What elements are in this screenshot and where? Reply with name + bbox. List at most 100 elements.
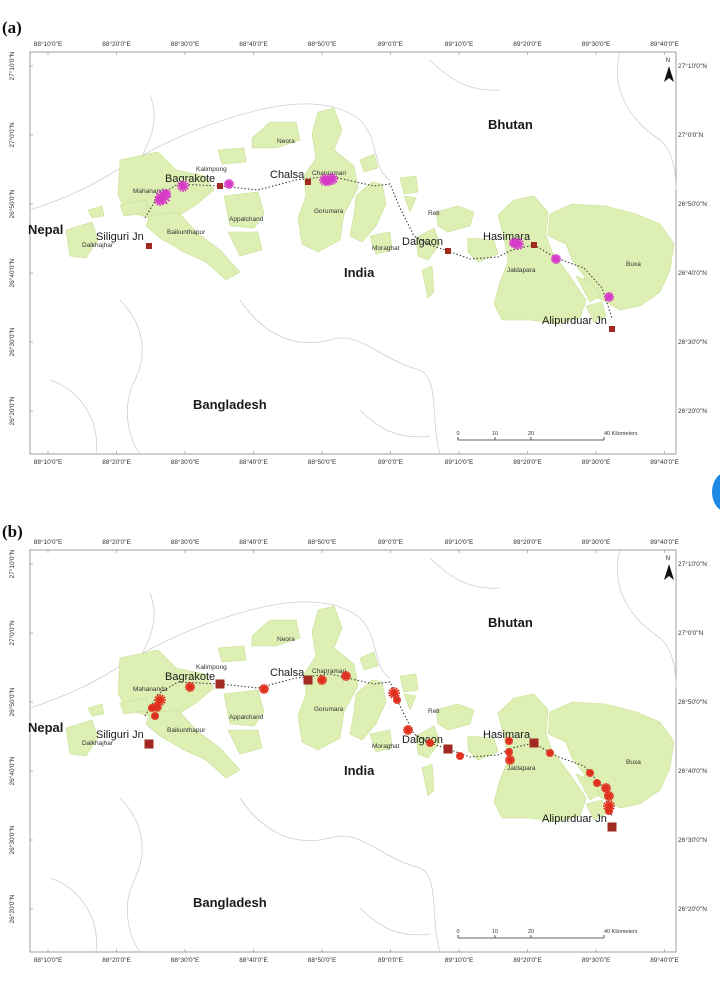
- longitude-tick-top: 89°10'0"E: [445, 40, 474, 48]
- forest-label-appalchand: Appalchand: [229, 216, 264, 223]
- hotspot-marker: [388, 687, 400, 699]
- longitude-tick-top: 89°20'0"E: [513, 538, 542, 546]
- forest-patch: [421, 265, 435, 299]
- hotspot-marker: [605, 807, 613, 815]
- hotspot-marker: [224, 179, 234, 189]
- hotspot-markers: [154, 173, 614, 302]
- boundary-line: [119, 797, 143, 953]
- hotspot-marker: [259, 684, 269, 694]
- latitude-tick-left: 26°20'0"N: [8, 894, 16, 923]
- latitude-tick-left: 26°50'0"N: [8, 189, 16, 218]
- forest-label-moraghat: Moraghat: [372, 245, 400, 252]
- longitude-tick-bottom: 88°20'0"E: [102, 956, 131, 964]
- forest-patch: [435, 205, 475, 233]
- longitude-tick-top: 88°40'0"E: [239, 40, 268, 48]
- longitude-tick-top: 88°10'0"E: [34, 40, 63, 48]
- forest-patch: [87, 205, 105, 219]
- longitude-tick-bottom: 89°40'0"E: [650, 458, 679, 466]
- boundary-line: [429, 59, 501, 91]
- longitude-tick-bottom: 89°0'0"E: [378, 458, 404, 466]
- latitude-tick-right: 26°20'0"N: [678, 905, 707, 913]
- forest-label-appalchand: Appalchand: [229, 714, 264, 721]
- forest-label-gorumara: Gorumara: [314, 208, 344, 215]
- hotspot-marker: [151, 712, 159, 720]
- station-square-chalsa: [303, 675, 313, 685]
- latitude-tick-right: 27°10'0"N: [678, 62, 707, 70]
- longitude-tick-bottom: 88°10'0"E: [34, 956, 63, 964]
- hotspot-marker: [148, 704, 156, 712]
- forest-label-mahananda: Mahananda: [133, 188, 168, 195]
- forest-patch: [349, 181, 387, 243]
- forest-patch: [359, 651, 379, 671]
- country-label-bangladesh: Bangladesh: [193, 397, 267, 412]
- boundary-line: [429, 557, 501, 589]
- forest-label-baikunthapur: Baikunthapur: [167, 229, 206, 236]
- scale-label: 20: [528, 431, 534, 437]
- forest-patch: [399, 175, 419, 195]
- scale-bar: 0 10 20 40 Kilometers: [456, 431, 638, 441]
- forest-label-baikunthapur: Baikunthapur: [167, 727, 206, 734]
- hotspot-marker: [546, 749, 554, 757]
- hotspot-marker: [505, 737, 513, 745]
- longitude-tick-bottom: 89°10'0"E: [445, 956, 474, 964]
- longitude-tick-bottom: 88°30'0"E: [171, 956, 200, 964]
- boundary-line: [139, 94, 155, 161]
- longitude-tick-bottom: 89°10'0"E: [445, 458, 474, 466]
- forest-patch: [493, 693, 587, 823]
- forest-patches: [65, 605, 675, 823]
- forest-patch: [547, 203, 675, 311]
- panel-label: (a): [2, 18, 22, 37]
- hotspot-marker: [505, 748, 513, 756]
- forest-patch: [399, 673, 419, 693]
- forest-patch: [493, 195, 587, 325]
- forest-patch: [145, 211, 241, 281]
- country-label-bangladesh: Bangladesh: [193, 895, 267, 910]
- hotspot-marker: [604, 791, 614, 801]
- latitude-tick-right: 26°20'0"N: [678, 407, 707, 415]
- forest-label-chapramari: Chapramari: [312, 668, 346, 675]
- longitude-tick-bottom: 89°20'0"E: [513, 956, 542, 964]
- longitude-tick-top: 88°40'0"E: [239, 538, 268, 546]
- latitude-tick-right: 26°30'0"N: [678, 338, 707, 346]
- scale-bar: 0 10 20 40 Kilometers: [456, 929, 638, 939]
- boundary-line: [49, 379, 97, 455]
- latitude-tick-right: 27°0'0"N: [678, 131, 704, 139]
- admin-boundaries: [29, 51, 677, 455]
- longitude-tick-bottom: 88°40'0"E: [239, 458, 268, 466]
- map-svg: 88°10'0"E 88°10'0"E 88°20'0"E 88°20'0"E 88°3…: [8, 538, 707, 964]
- forest-patch: [585, 799, 607, 821]
- north-label: N: [666, 555, 671, 562]
- forest-patch: [223, 191, 265, 229]
- boundary-line: [139, 592, 155, 659]
- forest-label-neora: Neora: [277, 138, 295, 145]
- latitude-tick-right: 26°30'0"N: [678, 836, 707, 844]
- forest-patch: [585, 301, 607, 323]
- forest-label-buxa: Buxa: [626, 261, 641, 268]
- hotspot-marker: [177, 180, 189, 192]
- forest-label-chapramari: Chapramari: [312, 170, 346, 177]
- latitude-tick-left: 26°40'0"N: [8, 258, 16, 287]
- station-square-siliguri: [144, 739, 154, 749]
- forest-label-jaldapara: Jaldapara: [507, 765, 536, 772]
- longitude-tick-top: 88°10'0"E: [34, 538, 63, 546]
- latitude-tick-left: 26°20'0"N: [8, 396, 16, 425]
- longitude-tick-bottom: 89°0'0"E: [378, 956, 404, 964]
- boundary-line: [49, 877, 97, 953]
- hotspot-marker: [323, 176, 333, 186]
- boundary-line: [617, 549, 677, 689]
- country-label-india: India: [344, 763, 375, 778]
- forest-label-gorumara: Gorumara: [314, 706, 344, 713]
- station-label-alipurduar: Alipurduar Jn: [542, 315, 607, 327]
- forest-patch: [547, 701, 675, 809]
- longitude-tick-bottom: 88°50'0"E: [308, 458, 337, 466]
- longitude-tick-top: 89°0'0"E: [378, 40, 404, 48]
- latitude-tick-right: 27°0'0"N: [678, 629, 704, 637]
- forest-label-dalkhajhar: Dalkhajhar: [82, 242, 114, 249]
- forest-patch: [575, 773, 601, 801]
- forest-patch: [403, 693, 417, 711]
- forest-patches: [65, 107, 675, 325]
- latitude-tick-right: 26°50'0"N: [678, 200, 707, 208]
- hotspot-marker: [509, 238, 519, 248]
- map-svg: 88°10'0"E 88°10'0"E 88°20'0"E 88°20'0"E 88°3…: [8, 40, 707, 466]
- forest-label-kalimpong: Kalimpong: [196, 664, 227, 671]
